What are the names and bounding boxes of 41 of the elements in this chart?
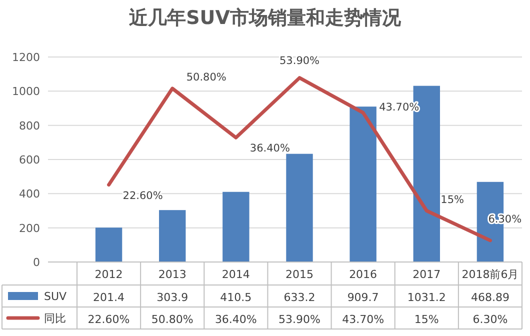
x-tick-label: 2016	[349, 268, 378, 281]
x-tick-label: 2013	[158, 268, 186, 281]
data-label: 633.2	[284, 291, 316, 304]
data-label: 909.7	[347, 291, 379, 304]
bar	[350, 106, 376, 262]
x-tick-label: 2015	[286, 268, 314, 281]
text: 50.80%	[186, 71, 226, 84]
data-label: 303.9	[156, 291, 188, 304]
x-tick-label: 2012	[94, 268, 123, 281]
data-label: 6.30%	[472, 313, 508, 326]
y-tick-label: 600	[19, 154, 40, 166]
data-label: 22.60%	[88, 313, 130, 326]
bar	[159, 210, 186, 262]
data-label: 50.80%	[151, 313, 194, 326]
bar	[286, 154, 313, 262]
y-tick-label: 1000	[12, 85, 40, 98]
data-label: 36.40%	[214, 313, 257, 326]
legend-label: SUV	[44, 290, 68, 303]
y-tick-label: 1200	[12, 51, 40, 64]
data-label: 53.90%	[278, 313, 320, 326]
text: 22.60%	[122, 190, 163, 202]
y-tick-label: 800	[19, 119, 40, 132]
data-label: 468.89	[470, 291, 510, 304]
data-label: 201.4	[93, 291, 125, 304]
data-label: 410.5	[220, 291, 252, 304]
chart-title: 近几年SUV市场销量和走势情况	[128, 7, 402, 29]
x-tick-label: 2018前6月	[462, 268, 519, 281]
data-label: 1031.2	[407, 291, 446, 304]
legend-label: 同比	[44, 312, 66, 325]
text: 15%	[440, 194, 464, 206]
x-tick-label: 2014	[222, 268, 250, 281]
bar	[95, 228, 122, 262]
x-tick-label: 2017	[412, 268, 441, 281]
y-tick-label: 200	[19, 222, 40, 235]
data-label: 15%	[414, 313, 439, 326]
y-tick-label: 400	[19, 188, 40, 201]
text: 53.90%	[280, 54, 320, 67]
y-tick-label: 0	[33, 256, 40, 269]
bar	[222, 192, 250, 262]
text: 36.40%	[250, 142, 290, 155]
data-label: 43.70%	[342, 313, 384, 326]
